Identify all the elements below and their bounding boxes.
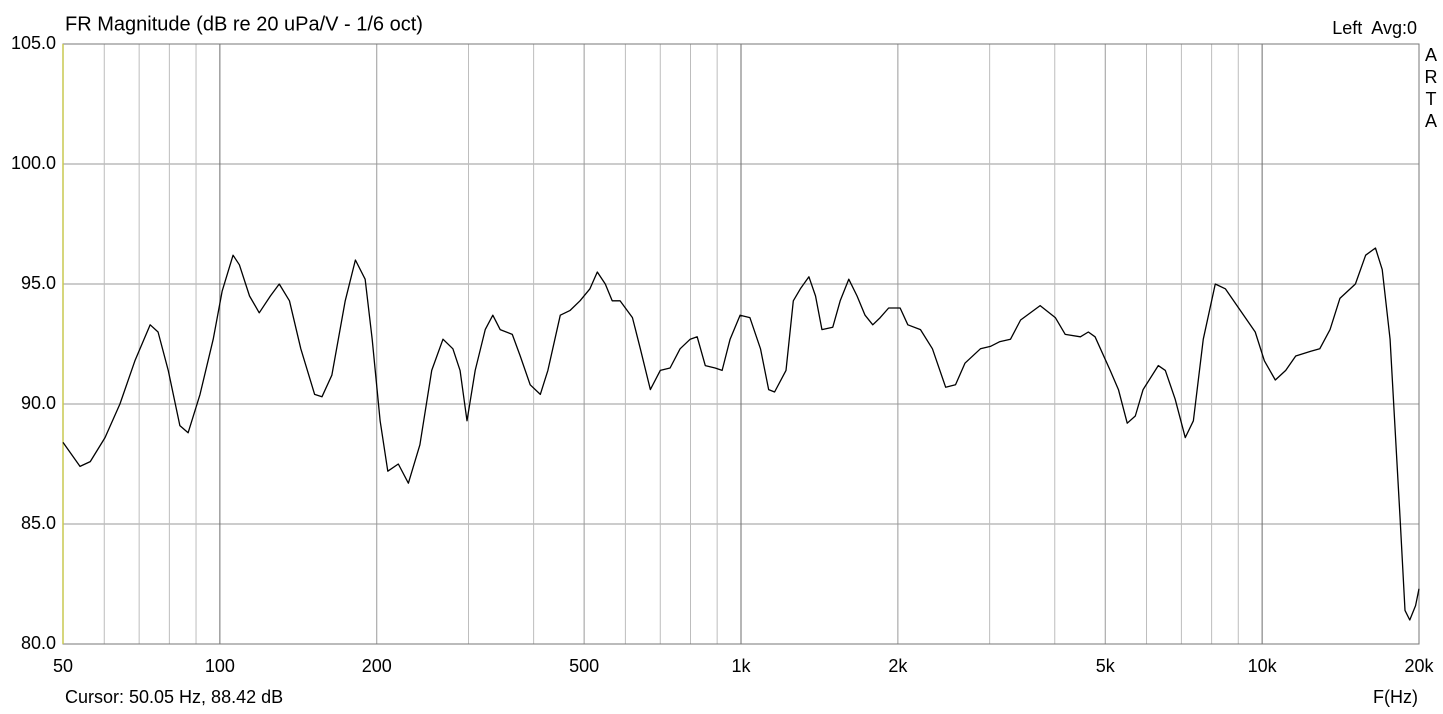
x-tick-label: 2k bbox=[888, 656, 908, 676]
y-tick-label: 85.0 bbox=[21, 513, 56, 533]
x-tick-label: 500 bbox=[569, 656, 599, 676]
x-tick-label: 50 bbox=[53, 656, 73, 676]
y-tick-label: 80.0 bbox=[21, 633, 56, 653]
x-axis-label: F(Hz) bbox=[1373, 687, 1418, 707]
y-tick-label: 95.0 bbox=[21, 273, 56, 293]
y-tick-label: 100.0 bbox=[11, 153, 56, 173]
y-tick-label: 105.0 bbox=[11, 33, 56, 53]
y-tick-label: 90.0 bbox=[21, 393, 56, 413]
watermark: ARTA bbox=[1424, 45, 1438, 131]
channel-label: Left Avg:0 bbox=[1332, 18, 1417, 38]
chart-title: FR Magnitude (dB re 20 uPa/V - 1/6 oct) bbox=[65, 13, 423, 35]
x-tick-label: 1k bbox=[731, 656, 751, 676]
x-tick-label: 100 bbox=[205, 656, 235, 676]
x-tick-label: 20k bbox=[1404, 656, 1434, 676]
x-tick-label: 5k bbox=[1096, 656, 1116, 676]
cursor-readout: Cursor: 50.05 Hz, 88.42 dB bbox=[65, 687, 283, 707]
response-line bbox=[62, 247, 1420, 621]
x-tick-label: 10k bbox=[1248, 656, 1278, 676]
x-tick-label: 200 bbox=[362, 656, 392, 676]
